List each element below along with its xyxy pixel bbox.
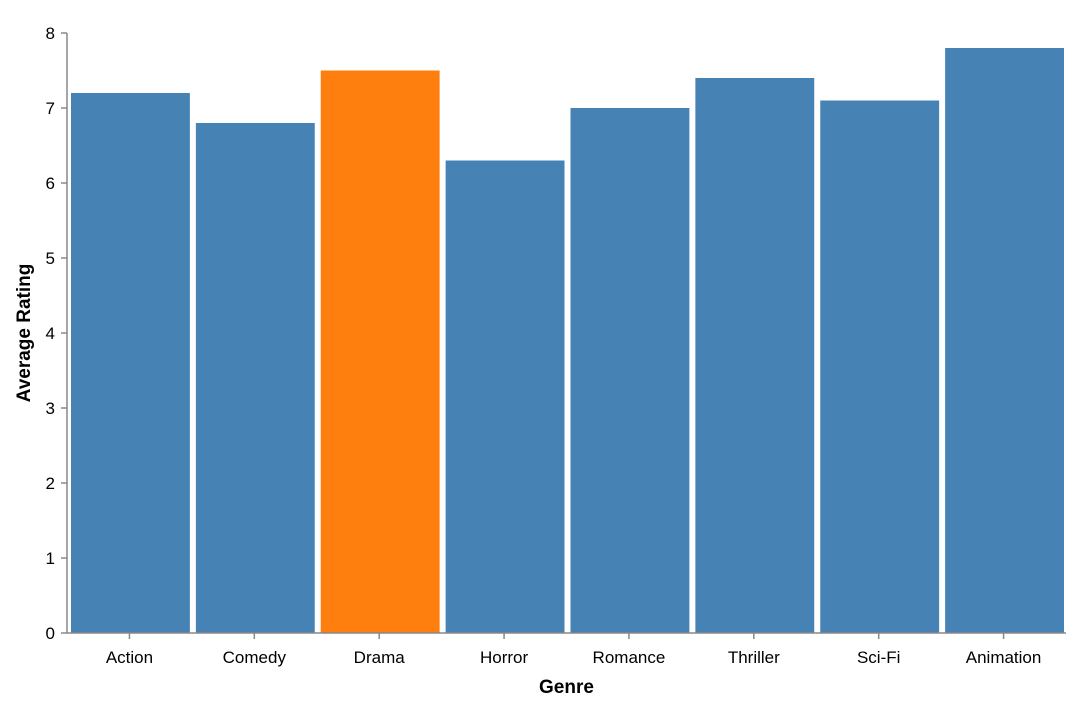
x-tick-label: Animation [966,648,1042,667]
y-tick-label: 2 [46,474,55,493]
x-tick-label: Romance [593,648,666,667]
x-axis-ticks: Action Comedy Drama Horror Romance Thriller Sc… [106,633,1042,667]
x-axis-title: Genre [539,677,594,698]
x-tick-label: Thriller [728,648,780,667]
y-tick-label: 5 [46,249,55,268]
bar-thriller [695,78,815,633]
y-tick-label: 8 [46,24,55,43]
y-tick-label: 3 [46,399,55,418]
bar-horror [445,160,565,633]
x-tick-label: Drama [354,648,406,667]
y-axis-ticks: 0 1 2 3 4 5 6 7 8 [46,24,67,643]
x-tick-label: Action [106,648,153,667]
y-tick-label: 4 [46,324,55,343]
y-tick-label: 6 [46,174,55,193]
y-tick-label: 7 [46,99,55,118]
y-axis-title: Average Rating [14,264,35,403]
bar-romance [570,108,690,633]
bars [71,48,1064,633]
bar-animation [945,48,1064,633]
x-tick-label: Horror [480,648,529,667]
y-tick-label: 1 [46,549,55,568]
bar-drama [320,70,440,633]
bar-action [71,93,190,633]
bar-sci-fi [820,100,940,633]
bar-comedy [195,123,315,633]
x-tick-label: Sci-Fi [857,648,900,667]
x-tick-label: Comedy [223,648,287,667]
y-tick-label: 0 [46,624,55,643]
